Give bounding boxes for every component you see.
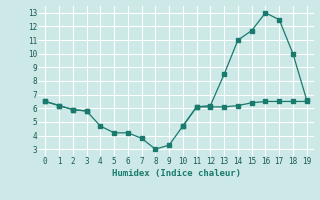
X-axis label: Humidex (Indice chaleur): Humidex (Indice chaleur): [111, 169, 241, 178]
